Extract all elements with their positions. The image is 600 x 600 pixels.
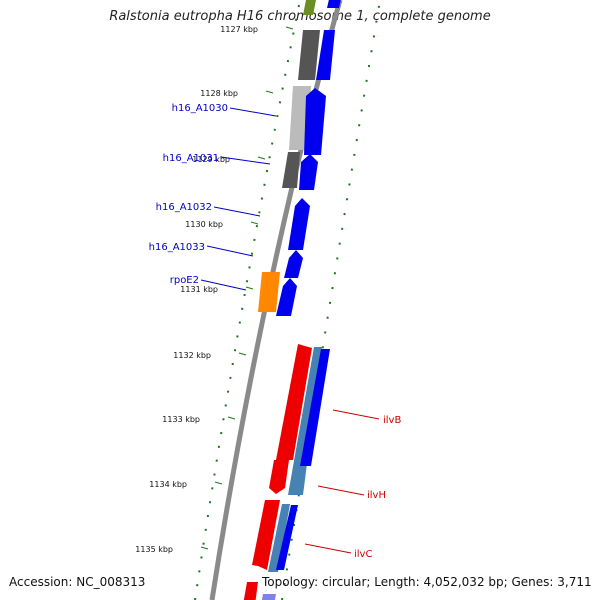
ruler-tick-label: 1134 kbp [149, 480, 187, 489]
cds-block [276, 505, 298, 570]
gene-label-ilvB: ilvB [383, 415, 401, 426]
cds-block [261, 594, 276, 600]
accession-text: Accession: NC_008313 [9, 575, 146, 589]
ruler-tick-label: 1129 kbp [192, 155, 230, 164]
cds-arrow [276, 344, 312, 460]
cds-arrow [269, 460, 289, 494]
gene-leader-line [229, 107, 277, 117]
ruler-tick-mark [265, 90, 274, 94]
feature-block-steelblue [268, 504, 290, 572]
cds-arrow [284, 250, 303, 278]
gene-leader-line [200, 279, 247, 291]
cds-arrow [304, 88, 326, 155]
cds-arrow [252, 500, 280, 570]
cds-block [300, 349, 330, 466]
ruler-tick-mark [214, 481, 223, 485]
cds-arrow [299, 154, 318, 190]
ruler-tick-label: 1130 kbp [185, 220, 223, 229]
feature-block-orange [258, 272, 280, 312]
gene-leader-line [304, 543, 352, 554]
feature-block-gray [282, 152, 300, 188]
ruler-tick-mark [227, 416, 236, 420]
gene-leader-line [213, 206, 261, 217]
ruler-tick-label: 1135 kbp [135, 545, 173, 554]
ruler-tick-mark [245, 286, 254, 290]
cds-arrow [288, 198, 310, 250]
ruler-tick-mark [200, 546, 209, 550]
topology-summary-text: Topology: circular; Length: 4,052,032 bp… [262, 575, 592, 589]
gene-label-h16_A1033: h16_A1033 [149, 242, 205, 253]
ruler-tick-label: 1132 kbp [173, 351, 211, 360]
ruler-tick-mark [257, 156, 266, 160]
gene-leader-line [332, 409, 380, 420]
gene-label-ilvH: ilvH [367, 490, 386, 501]
gene-label-h16_A1031: h16_A1031 [163, 153, 219, 164]
ruler-tick-label: 1131 kbp [180, 285, 218, 294]
gene-label-ilvC: ilvC [354, 549, 372, 560]
ruler-tick-label: 1133 kbp [162, 415, 200, 424]
gene-leader-line [317, 485, 365, 496]
ruler-tick-mark [238, 352, 247, 356]
map-title: Ralstonia eutropha H16 chromosome 1, com… [109, 9, 491, 24]
cds-block [327, 0, 341, 8]
gene-label-h16_A1032: h16_A1032 [156, 202, 212, 213]
cds-block [316, 30, 335, 80]
inner-tick-ring [194, 0, 301, 600]
ruler-tick-label: 1127 kbp [220, 25, 258, 34]
gene-leader-line [206, 245, 254, 257]
gene-label-h16_A1030: h16_A1030 [172, 103, 228, 114]
gene-label-rpoE2: rpoE2 [170, 275, 199, 286]
feature-block-steelblue [288, 347, 322, 495]
cds-arrow [276, 278, 297, 316]
ruler-tick-mark [285, 26, 294, 30]
cds-block [243, 582, 258, 600]
gene-leader-line [220, 156, 271, 165]
ruler-tick-label: 1128 kbp [200, 89, 238, 98]
ruler-tick-mark [250, 221, 259, 225]
feature-block-gray [298, 30, 320, 80]
feature-block-olive [303, 0, 316, 15]
